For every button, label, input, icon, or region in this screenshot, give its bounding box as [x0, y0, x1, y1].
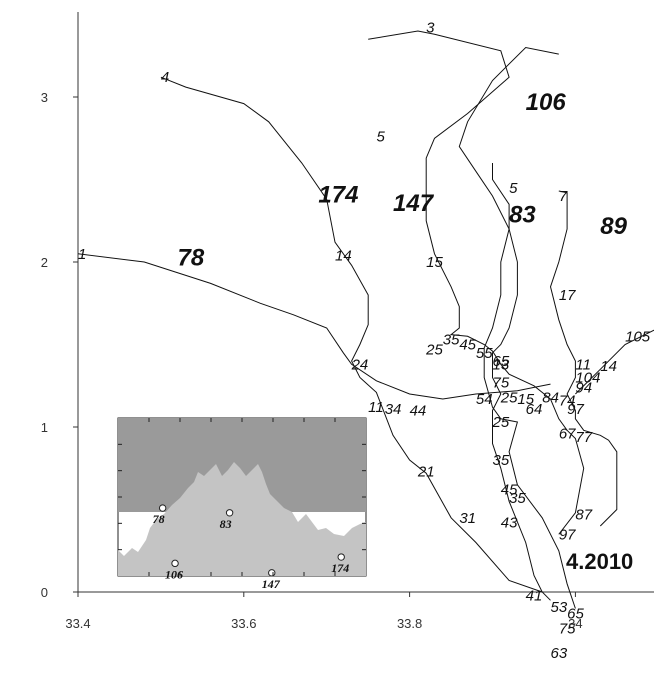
point-label: 35 — [493, 452, 510, 469]
track-line-83 — [483, 163, 576, 609]
point-label: 44 — [410, 403, 427, 420]
point-label: 21 — [417, 464, 435, 481]
point-label: 24 — [351, 356, 369, 373]
series-label-78: 78 — [177, 244, 204, 271]
point-label: 64 — [526, 401, 543, 418]
x-tick-label: 33.4 — [65, 616, 90, 631]
point-label: 75 — [493, 374, 510, 391]
x-tick-label: 33.8 — [397, 616, 422, 631]
point-label: 3 — [426, 20, 435, 37]
point-label: 65 — [567, 605, 584, 622]
y-tick-label: 1 — [41, 420, 48, 435]
x-tick-label: 34 — [568, 616, 582, 631]
point-label: 75 — [559, 620, 576, 637]
series-label-89: 89 — [600, 213, 627, 240]
point-label: 41 — [526, 587, 543, 604]
inset-station-label: 106 — [165, 567, 183, 581]
point-label: 25 — [500, 389, 518, 406]
track-line-89 — [549, 190, 618, 527]
point-label: 25 — [425, 341, 443, 358]
series-label-106: 106 — [526, 89, 567, 116]
point-label: 14 — [335, 247, 352, 264]
point-label: 74 — [559, 393, 576, 410]
inset-station-label: 147 — [262, 577, 281, 591]
inset-map: 78 83 106 147 174 — [117, 417, 367, 591]
point-label: 65 — [493, 353, 510, 370]
inset-station-label: 174 — [331, 561, 349, 575]
inset-land — [118, 462, 366, 576]
point-label: 34 — [385, 401, 402, 418]
point-label: 55 — [476, 345, 493, 362]
point-label: 25 — [492, 414, 510, 431]
point-label: 45 — [459, 337, 476, 354]
series-label-147: 147 — [393, 190, 435, 217]
point-label: 31 — [459, 510, 476, 527]
point-label: 5 — [509, 180, 518, 197]
point-label: 77 — [575, 429, 592, 446]
point-label: 43 — [501, 515, 518, 532]
y-tick-label: 2 — [41, 255, 48, 270]
track-line-78 — [78, 253, 551, 400]
inset-station-marker — [337, 553, 345, 561]
point-label: 11 — [368, 399, 384, 416]
inset-station-marker — [225, 509, 234, 517]
point-label: 4 — [161, 69, 169, 86]
inset-station-marker — [171, 559, 179, 568]
point-label: 63 — [551, 645, 568, 662]
y-tick-label: 3 — [41, 90, 48, 105]
point-label: 5 — [376, 129, 385, 146]
point-label: 13 — [493, 356, 510, 373]
point-label: 67 — [559, 426, 576, 443]
chart-annotation: 4.2010 — [566, 549, 633, 574]
point-label: 35 — [509, 490, 526, 507]
point-label: 14 — [600, 358, 617, 375]
point-label: 15 — [517, 391, 534, 408]
inset-station-marker — [268, 569, 276, 577]
point-label: 54 — [476, 391, 493, 408]
point-label: 1 — [78, 246, 86, 263]
inset-station-marker — [158, 504, 167, 512]
series-label-83: 83 — [509, 201, 536, 228]
point-label: 97 — [559, 526, 576, 543]
point-label: 105 — [625, 328, 651, 345]
point-label: 104 — [575, 370, 600, 387]
inset-station-label: 78 — [153, 512, 165, 526]
point-label: 7 — [559, 188, 568, 205]
point-label: 84 — [542, 389, 559, 406]
x-tick-label: 33.6 — [231, 616, 256, 631]
point-label: 11 — [575, 356, 591, 373]
point-label: 17 — [559, 287, 576, 304]
track-line-147 — [368, 30, 585, 535]
track-line-147 — [575, 329, 654, 395]
point-label: 53 — [551, 599, 568, 616]
point-label: 97 — [567, 401, 584, 418]
point-label: 87 — [575, 506, 592, 523]
track-line-106 — [458, 46, 559, 601]
series-label-174: 174 — [318, 182, 358, 209]
point-label: 94 — [575, 379, 592, 396]
point-label: 45 — [501, 482, 518, 499]
y-tick-label: 0 — [41, 585, 48, 600]
track-line-174 — [160, 76, 543, 593]
point-label: 35 — [443, 332, 460, 349]
inset-station-label: 83 — [220, 517, 232, 531]
point-label: 15 — [426, 254, 443, 271]
